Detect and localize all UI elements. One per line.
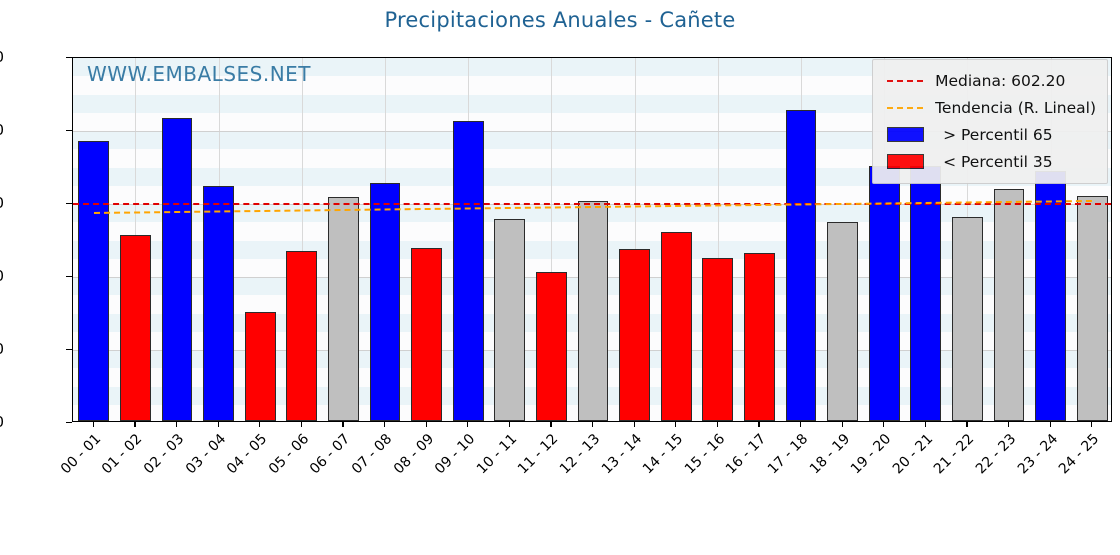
x-tick-mark [1091,422,1093,427]
legend-label-median: Mediana: 602.20 [935,71,1066,90]
bar [203,185,234,421]
y-tick-mark [66,57,72,59]
x-tick-mark [883,422,885,427]
vertical-gridline [301,58,303,421]
bar [452,120,484,421]
x-tick-mark [758,422,760,427]
x-tick-mark [716,422,719,427]
vertical-gridline [551,58,553,421]
y-tick-mark [66,422,72,424]
y-tick-mark [66,203,72,205]
bar [785,110,817,421]
y-tick-label: 0 [0,413,4,431]
x-tick-mark [550,422,552,427]
vertical-gridline [634,58,636,421]
x-tick-mark [508,422,511,427]
bar [536,272,567,421]
legend-item-median: Mediana: 602.20 [884,67,1096,94]
x-tick-mark [300,422,303,427]
x-tick-mark [592,422,594,427]
bar [619,249,650,421]
bar [744,253,775,421]
watermark-label: WWW.EMBALSES.NET [87,62,312,86]
bar [993,189,1025,421]
y-tick-mark [66,130,72,132]
legend-label-above: > Percentil 65 [943,125,1053,144]
legend-label-trend: Tendencia (R. Lineal) [935,98,1096,117]
y-tick-label: 600 [0,194,4,212]
bar [494,219,526,421]
background-band [73,167,1111,186]
bar [120,234,151,421]
red-swatch-icon [884,154,926,169]
bar [952,216,983,421]
x-tick-mark [342,422,344,427]
y-tick-label: 1000 [0,48,4,66]
bar [78,140,110,421]
bar [411,247,442,421]
y-tick-mark [66,349,72,351]
y-tick-mark [66,276,72,278]
legend-item-above: > Percentil 65 [884,121,1096,148]
x-tick-mark [176,422,178,427]
background-band [73,94,1111,113]
y-tick-label: 800 [0,121,4,139]
legend-item-trend: Tendencia (R. Lineal) [884,94,1096,121]
bar [244,311,276,421]
vertical-gridline [717,58,719,421]
bar [161,118,193,421]
x-tick-mark [800,422,802,427]
bar [910,165,942,421]
median-reference-line [73,203,1111,206]
x-tick-mark [966,422,968,427]
y-tick-label: 200 [0,340,4,358]
bar [577,201,609,421]
y-tick-label: 400 [0,267,4,285]
bar [1035,170,1066,421]
x-tick-mark [217,422,219,427]
background-band [73,131,1111,150]
chart-figure: Precipitaciones Anuales - Cañete WWW.EMB… [0,8,1112,477]
bar [369,183,401,421]
legend-label-below: < Percentil 35 [943,152,1053,171]
bar [827,221,858,421]
blue-swatch-icon [884,127,926,142]
bar [868,165,900,421]
x-tick-mark [92,422,95,427]
x-tick-mark [384,422,386,427]
legend-item-below: < Percentil 35 [884,148,1096,175]
x-tick-mark [134,422,136,427]
page-title: Precipitaciones Anuales - Cañete [384,8,736,32]
x-tick-mark [924,422,927,427]
x-tick-mark [633,422,635,427]
x-tick-mark [675,422,677,427]
bar [702,257,734,421]
x-tick-mark [425,422,427,427]
bar [328,196,359,421]
bar [286,250,318,421]
horizontal-gridline [73,131,1111,132]
median-dash-icon [884,79,926,82]
x-tick-mark [467,422,469,427]
x-tick-mark [259,422,261,427]
bar [660,231,692,421]
x-tick-mark [841,422,843,427]
trend-dash-icon [884,106,926,109]
legend: Mediana: 602.20 Tendencia (R. Lineal) > … [872,59,1108,184]
bar [1076,195,1108,421]
background-band [73,58,1111,77]
x-tick-mark [1008,422,1010,427]
x-tick-mark [1049,422,1051,427]
